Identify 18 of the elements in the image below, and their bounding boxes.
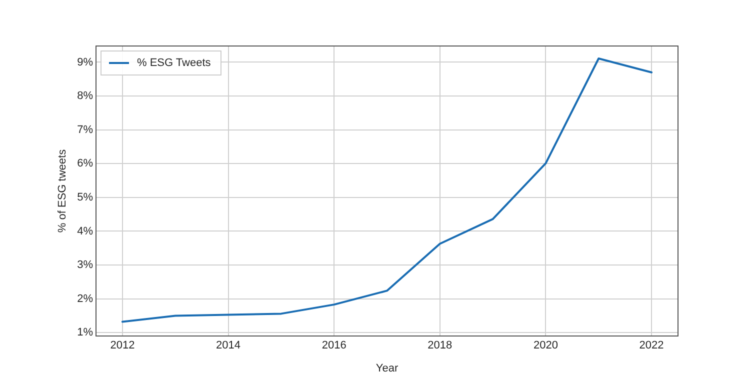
- y-tick-label: 6%: [77, 158, 94, 170]
- y-tick-label: 5%: [77, 191, 94, 204]
- y-axis-title: % of ESG tweets: [56, 148, 69, 233]
- x-tick-label: 2012: [110, 340, 135, 352]
- x-tick-label: 2018: [428, 340, 452, 352]
- x-axis-title: Year: [376, 362, 398, 374]
- x-tick-label: 2020: [533, 340, 558, 352]
- y-tick-label: 3%: [77, 259, 94, 272]
- x-tick-label: 2022: [639, 340, 664, 352]
- y-tick-label: 7%: [77, 124, 94, 136]
- y-tick-label: 4%: [77, 225, 94, 238]
- y-tick-label: 1%: [77, 326, 94, 339]
- x-tick-label: 2016: [322, 340, 346, 352]
- y-tick-label: 8%: [77, 90, 94, 102]
- x-tick-label: 2014: [216, 340, 241, 352]
- legend-label: % ESG Tweets: [137, 57, 212, 70]
- y-tick-label: 2%: [77, 292, 94, 305]
- y-tick-label: 9%: [77, 56, 94, 68]
